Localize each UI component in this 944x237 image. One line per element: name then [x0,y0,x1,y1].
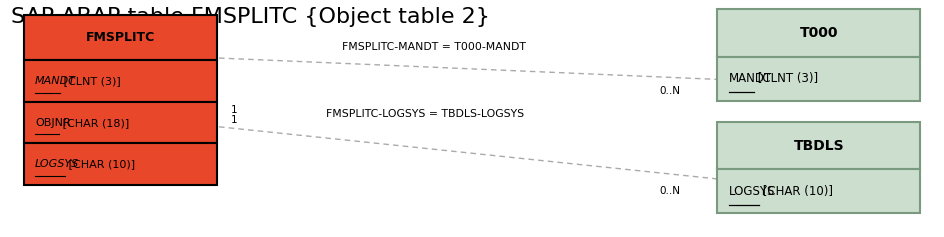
Text: 1: 1 [231,105,238,115]
Text: T000: T000 [800,26,838,40]
Text: OBJNR: OBJNR [35,118,71,128]
Text: 1: 1 [231,115,238,125]
Text: MANDT: MANDT [35,76,76,86]
Text: MANDT: MANDT [729,72,772,85]
Text: [CHAR (10)]: [CHAR (10)] [65,159,135,169]
Bar [717,122,920,169]
Text: TBDLS: TBDLS [794,139,844,153]
Text: [CHAR (10)]: [CHAR (10)] [759,185,834,198]
Bar [717,9,920,57]
Bar [24,102,217,143]
Bar [717,169,920,213]
Bar [24,143,217,185]
Text: [CLNT (3)]: [CLNT (3)] [60,76,121,86]
Text: 0..N: 0..N [660,186,681,196]
Text: FMSPLITC-LOGSYS = TBDLS-LOGSYS: FMSPLITC-LOGSYS = TBDLS-LOGSYS [326,109,524,119]
Text: LOGSYS: LOGSYS [729,185,775,198]
Bar [24,15,217,60]
Text: SAP ABAP table FMSPLITC {Object table 2}: SAP ABAP table FMSPLITC {Object table 2} [11,7,490,27]
Text: [CHAR (18)]: [CHAR (18)] [59,118,129,128]
Bar [717,57,920,101]
Text: LOGSYS: LOGSYS [35,159,79,169]
Bar [24,60,217,102]
Text: FMSPLITC: FMSPLITC [86,32,155,44]
Text: [CLNT (3)]: [CLNT (3)] [754,72,818,85]
Text: 0..N: 0..N [660,86,681,96]
Text: FMSPLITC-MANDT = T000-MANDT: FMSPLITC-MANDT = T000-MANDT [343,42,526,52]
